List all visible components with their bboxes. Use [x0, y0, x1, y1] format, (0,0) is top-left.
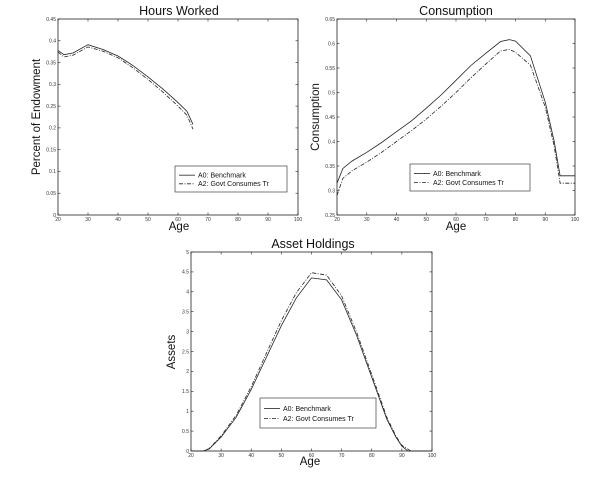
- x-tick-label: 100: [571, 217, 580, 223]
- x-tick-label: 50: [279, 453, 285, 459]
- legend-label: A0: Benchmark: [283, 406, 331, 413]
- y-tick-label: 0.1: [49, 169, 56, 175]
- x-tick-label: 100: [294, 217, 303, 223]
- legend-label: A0: Benchmark: [198, 173, 246, 180]
- y-tick-label: 0.35: [325, 164, 335, 170]
- y-tick-label: 0.5: [182, 429, 189, 435]
- legend-box: [174, 165, 288, 193]
- legend-label: A2: Govt Consumes Tr: [433, 180, 504, 187]
- x-tick-label: 80: [369, 453, 375, 459]
- legend: A0: Benchmark A2: Govt Consumes Tr: [409, 163, 531, 192]
- y-tick-label: 0.3: [328, 188, 335, 194]
- legend-box: [409, 163, 531, 192]
- x-tick-label: 40: [248, 453, 254, 459]
- x-tick-label: 50: [145, 217, 151, 223]
- y-axis-label: Consumption: [310, 83, 322, 151]
- x-tick-label: 30: [218, 453, 224, 459]
- y-tick-label: 0.3: [49, 82, 56, 88]
- series-line-benchmark: [57, 44, 194, 125]
- y-axis-label: Assets: [166, 334, 178, 369]
- y-tick-label: 3.5: [182, 310, 189, 316]
- x-tick-label: 70: [205, 217, 211, 223]
- y-axis-label: Percent of Endowment: [31, 58, 43, 175]
- x-tick-label: 100: [428, 453, 437, 459]
- legend: A0: Benchmark A2: Govt Consumes Tr: [259, 397, 377, 429]
- y-tick-label: 0.25: [325, 213, 335, 219]
- x-tick-label: 60: [309, 453, 315, 459]
- y-tick-label: 1.5: [182, 389, 189, 395]
- chart-consumption: Consumption Age Consumption 20 30 40 50 60 70…: [310, 4, 579, 233]
- series-line-benchmark: [336, 39, 575, 184]
- x-tick-label: 60: [453, 217, 459, 223]
- chart-asset-holdings: Asset Holdings Age Assets 20 30 40 50 60 70 80…: [166, 237, 436, 468]
- x-axis-label: Age: [169, 221, 189, 233]
- x-tick-label: 90: [542, 217, 548, 223]
- x-tick-label: 90: [265, 217, 271, 223]
- y-tick-label: 0.45: [46, 17, 56, 23]
- y-tick-label: 0.5: [328, 90, 335, 96]
- chart-title: Hours Worked: [139, 4, 219, 18]
- series-line-benchmark: [191, 277, 432, 452]
- y-tick-label: 0.4: [328, 139, 335, 145]
- series-line-govt-consumes: [336, 48, 575, 196]
- x-tick-label: 40: [115, 217, 121, 223]
- y-tick-label: 0.05: [46, 191, 56, 197]
- y-tick-label: 0.55: [325, 66, 335, 72]
- y-tick-label: 0.4: [49, 39, 56, 45]
- y-tick-label: 0.2: [49, 126, 56, 132]
- x-tick-label: 70: [339, 453, 345, 459]
- y-tick-label: 0.25: [46, 104, 56, 110]
- legend-label: A2: Govt Consumes Tr: [283, 416, 354, 423]
- y-tick-label: 5: [186, 250, 189, 256]
- y-tick-label: 0: [186, 449, 189, 455]
- y-tick-label: 0.15: [46, 147, 56, 153]
- y-tick-label: 2: [186, 369, 189, 375]
- y-tick-label: 0.45: [325, 115, 335, 121]
- x-tick-label: 40: [394, 217, 400, 223]
- x-tick-label: 20: [55, 217, 61, 223]
- chart-title: Consumption: [419, 4, 493, 18]
- chart-title: Asset Holdings: [271, 237, 354, 251]
- y-tick-label: 3: [186, 329, 189, 335]
- x-tick-label: 50: [423, 217, 429, 223]
- chart-hours-worked: Hours Worked Age Percent of Endowment 20…: [31, 4, 302, 233]
- x-tick-label: 60: [175, 217, 181, 223]
- y-tick-label: 0.65: [325, 17, 335, 23]
- x-axis-label: Age: [300, 456, 320, 468]
- y-tick-label: 4: [186, 290, 189, 296]
- x-axis-label: Age: [446, 221, 466, 233]
- x-tick-label: 80: [513, 217, 519, 223]
- y-tick-label: 1: [186, 409, 189, 415]
- x-tick-label: 70: [483, 217, 489, 223]
- x-tick-label: 30: [85, 217, 91, 223]
- series-line-govt-consumes: [57, 46, 194, 130]
- y-tick-label: 0: [53, 213, 56, 219]
- x-tick-label: 80: [235, 217, 241, 223]
- x-tick-label: 20: [188, 453, 194, 459]
- y-tick-label: 0.35: [46, 60, 56, 66]
- y-tick-label: 2.5: [182, 349, 189, 355]
- legend-label: A2: Govt Consumes Tr: [198, 181, 269, 188]
- x-tick-label: 20: [334, 217, 340, 223]
- y-tick-label: 4.5: [182, 270, 189, 276]
- x-tick-label: 30: [364, 217, 370, 223]
- x-tick-label: 90: [399, 453, 405, 459]
- legend-box: [259, 397, 377, 429]
- y-tick-label: 0.6: [328, 41, 335, 47]
- legend-label: A0: Benchmark: [433, 171, 481, 178]
